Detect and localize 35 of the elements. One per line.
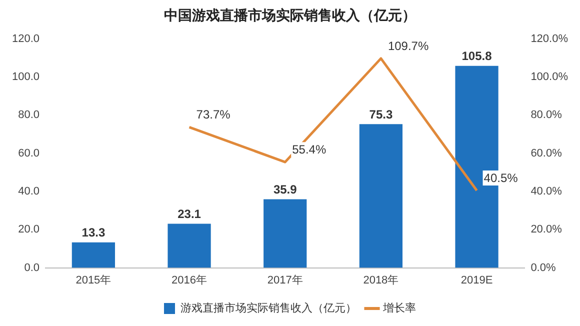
y2-tick-label: 100.0% — [530, 71, 568, 83]
x-tick-label: 2018年 — [363, 274, 399, 286]
data-label: 55.4% — [292, 142, 326, 156]
y-tick-label: 120.0 — [12, 32, 40, 45]
bar — [72, 242, 116, 268]
y2-tick-label: 0.0% — [530, 262, 556, 274]
data-label: 13.3 — [82, 226, 106, 240]
bar — [168, 224, 211, 268]
y2-tick-label: 60.0% — [530, 147, 562, 160]
bar — [359, 124, 403, 268]
data-label: 109.7% — [388, 38, 429, 53]
legend-label: 游戏直播市场实际销售收入（亿元） — [180, 301, 356, 314]
x-tick-label: 2019E — [460, 274, 493, 286]
y-tick-label: 80.0 — [18, 109, 40, 122]
x-tick-label: 2015年 — [76, 274, 112, 286]
y-tick-label: 60.0 — [18, 147, 40, 160]
x-tick-label: 2016年 — [172, 274, 208, 286]
data-label: 105.8 — [462, 49, 492, 64]
legend-label: 增长率 — [382, 301, 416, 314]
data-label: 23.1 — [178, 207, 202, 222]
y2-tick-label: 20.0% — [530, 224, 562, 236]
y2-tick-label: 40.0% — [530, 186, 562, 198]
y-tick-label: 20.0 — [18, 224, 40, 236]
y2-tick-label: 80.0% — [530, 109, 562, 122]
bar — [264, 199, 307, 268]
x-tick-label: 2017年 — [267, 274, 303, 286]
y-tick-label: 0.0 — [24, 262, 40, 274]
chart-title: 中国游戏直播市场实际销售收入（亿元） — [164, 7, 416, 24]
y2-tick-label: 120.0% — [530, 32, 568, 45]
data-label: 40.5% — [484, 170, 518, 185]
data-label: 35.9 — [273, 182, 298, 197]
y-tick-label: 40.0 — [18, 186, 40, 198]
data-label: 75.3 — [369, 107, 393, 122]
data-label: 73.7% — [196, 107, 231, 122]
y-tick-label: 100.0 — [12, 71, 40, 83]
